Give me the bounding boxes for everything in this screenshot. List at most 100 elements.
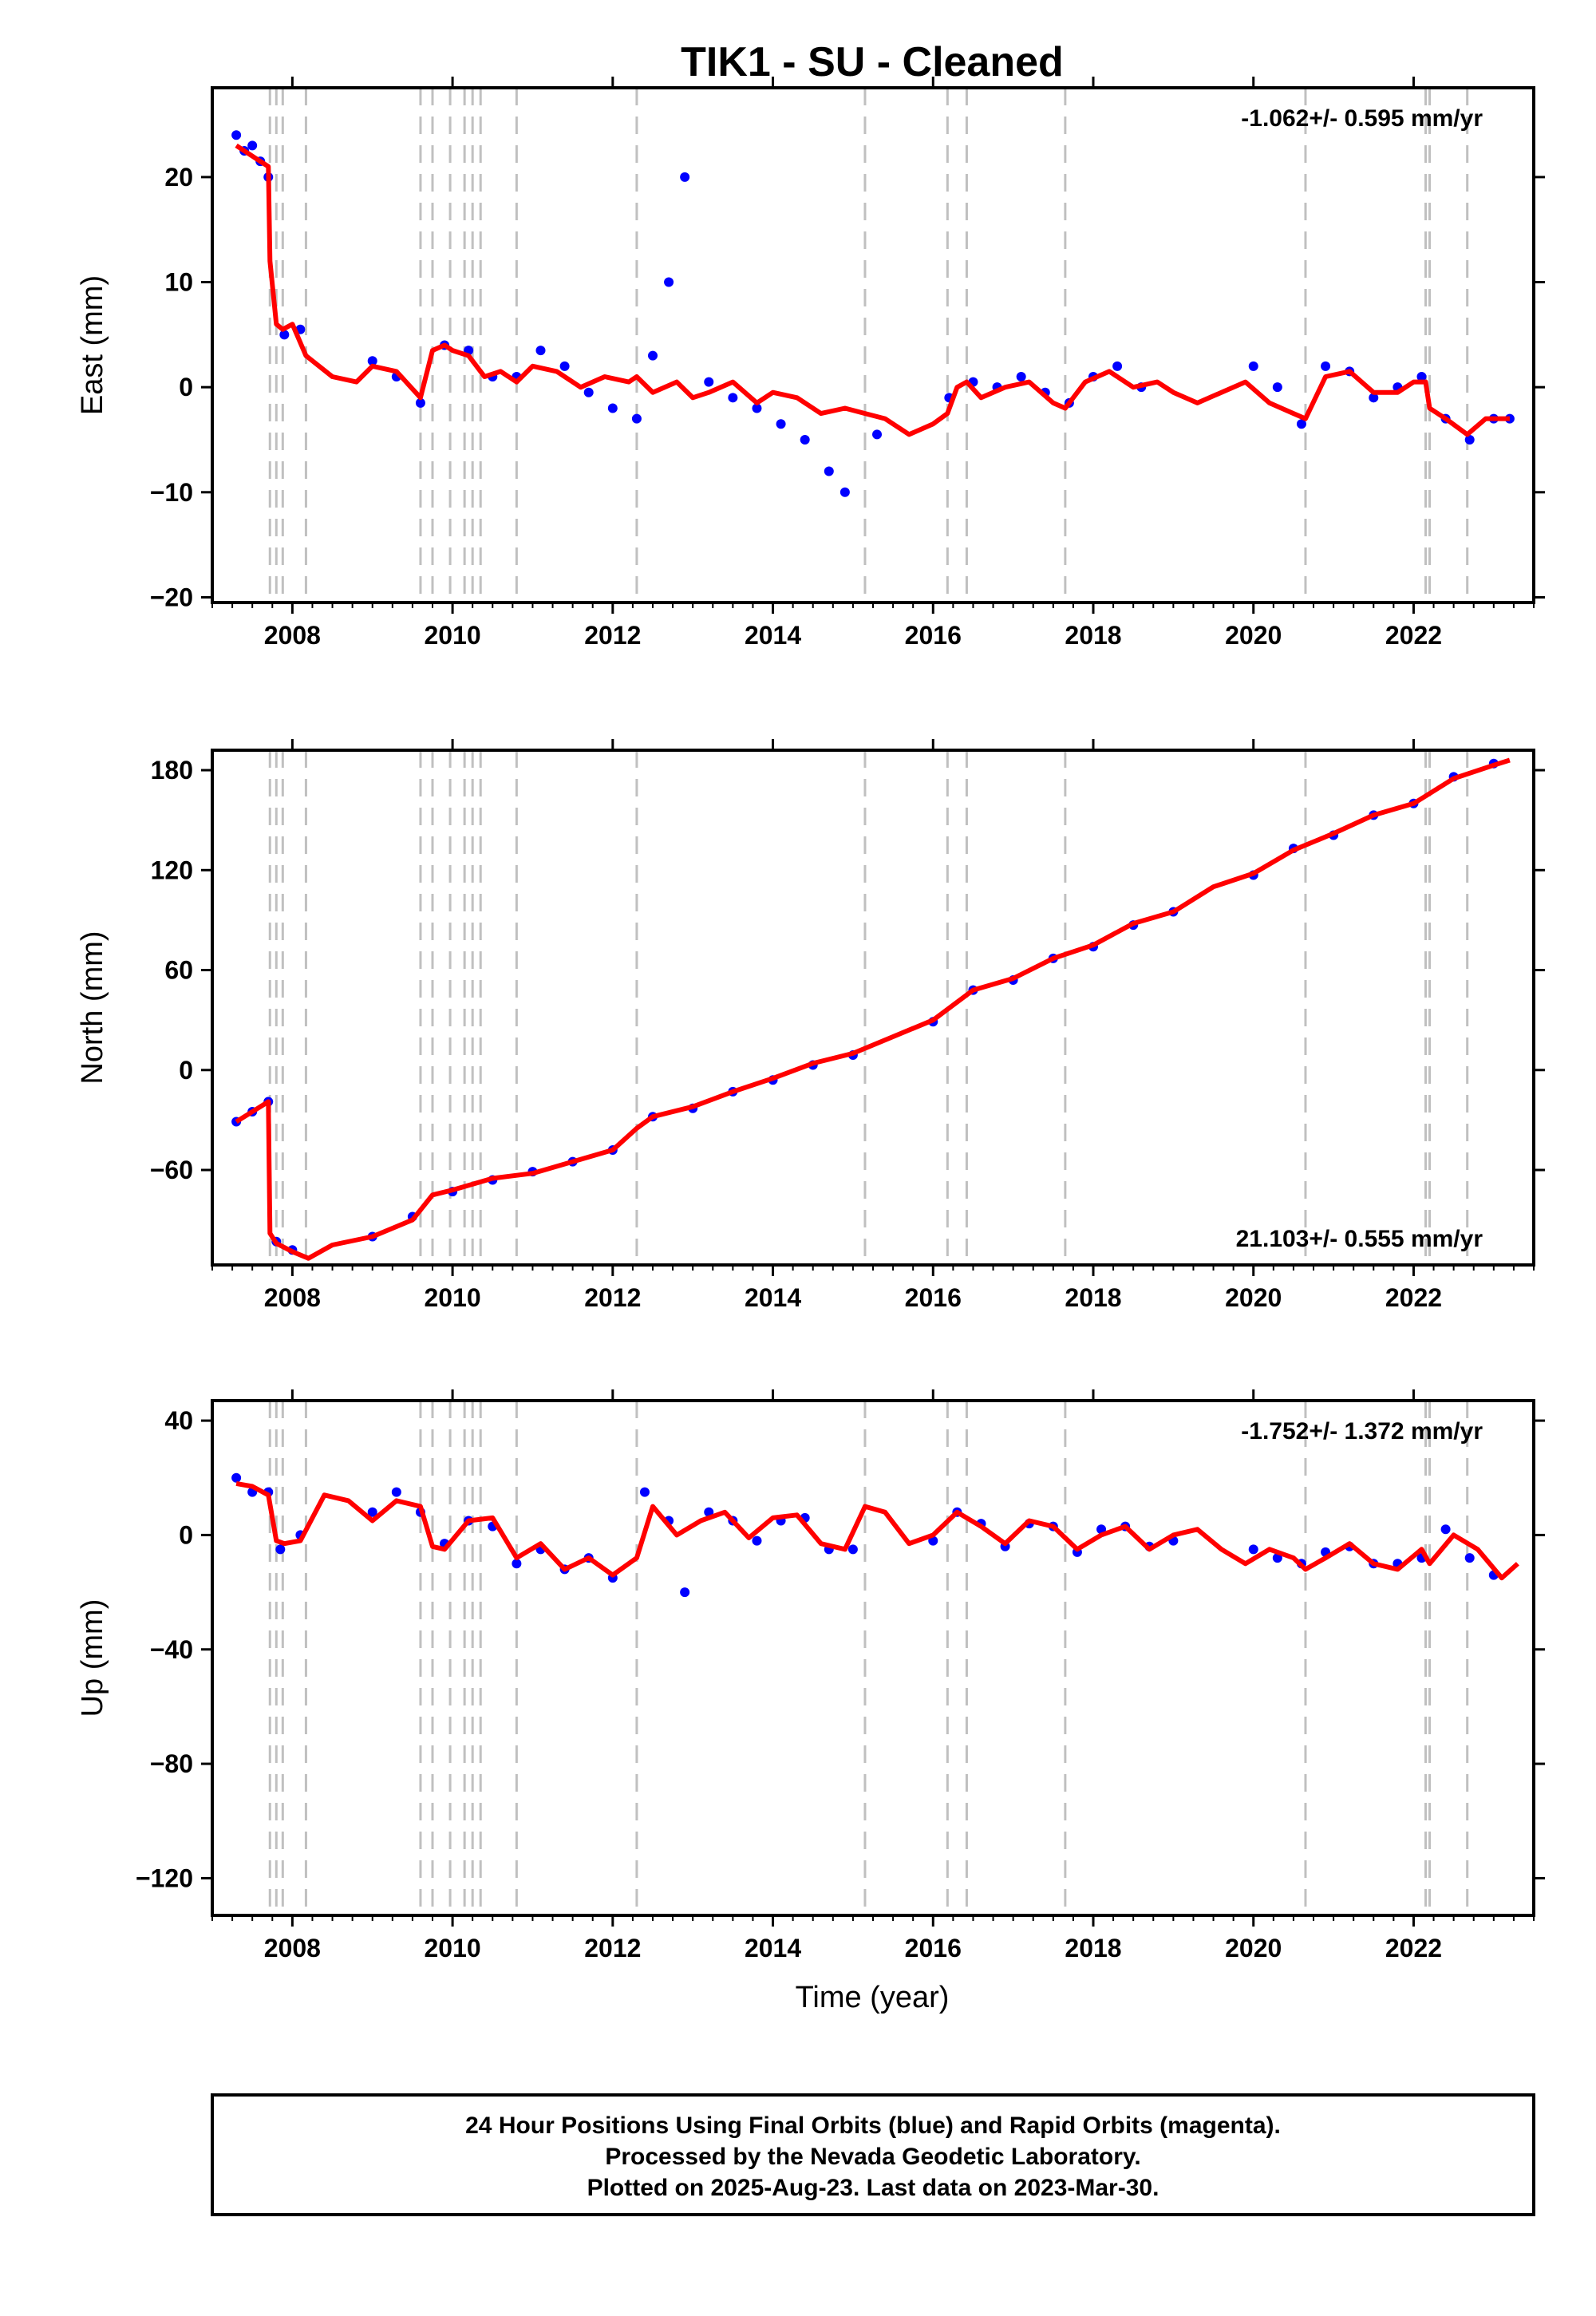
x-tick-label: 2008 [264, 1934, 321, 1962]
panel-1: 2008 2010 2012 2014 2016 2018 2020 2022 −20 −10 0 1… [76, 77, 1545, 650]
velocity-rate-label: 21.103+/- 0.555 mm/yr [1236, 1226, 1483, 1252]
data-point [752, 403, 762, 413]
x-tick-label: 2018 [1065, 621, 1121, 650]
panel-frame [211, 749, 1535, 1267]
panel-frame [211, 1399, 1535, 1917]
data-point [680, 172, 690, 182]
y-axis-label: North (mm) [76, 931, 109, 1084]
data-point [1464, 1553, 1475, 1563]
data-point [1416, 371, 1427, 381]
model-line [235, 757, 1511, 1261]
data-point [728, 393, 738, 403]
panels-group: 2008 2010 2012 2014 2016 2018 2020 2022−20−1001… [76, 77, 1545, 1962]
x-tick-label: 2020 [1225, 1934, 1282, 1962]
y-tick-label: 40 [164, 1406, 193, 1435]
x-tick-label: 2016 [905, 1934, 962, 1962]
data-point [512, 1559, 522, 1569]
y-tick-label: 10 [164, 268, 193, 297]
x-axis-label: Time (year) [796, 1981, 950, 2014]
panel-2: 2008 2010 2012 2014 2016 2018 2020 2022 −60 0 60 12… [76, 739, 1545, 1312]
data-point [367, 356, 377, 366]
data-point [872, 429, 883, 440]
y-axis-label: East (mm) [76, 275, 109, 415]
x-tick-label: 2014 [745, 1934, 801, 1962]
x-tick-label: 2014 [745, 621, 801, 650]
data-point [607, 403, 618, 413]
model-line [235, 143, 1510, 437]
y-tick-label: 60 [164, 956, 193, 985]
data-point [279, 330, 290, 340]
x-tick-label: 2018 [1065, 1283, 1121, 1312]
data-point [415, 397, 425, 408]
data-point [648, 350, 658, 361]
data-point [1464, 434, 1475, 445]
x-tick-label: 2012 [584, 1934, 641, 1962]
y-tick-label: −20 [150, 583, 193, 611]
data-point [583, 387, 594, 397]
data-point [1296, 419, 1306, 429]
data-point [391, 1487, 401, 1497]
x-tick-label: 2012 [584, 1283, 641, 1312]
data-point [1440, 1524, 1451, 1535]
plot-area [231, 750, 1511, 1265]
plot-area [231, 88, 1515, 603]
y-axis-label: Up (mm) [76, 1599, 109, 1717]
panel-frame [211, 86, 1535, 604]
x-tick-label: 2008 [264, 1283, 321, 1312]
data-point [231, 1472, 242, 1483]
footer-line-1: 24 Hour Positions Using Final Orbits (bl… [465, 2112, 1281, 2139]
data-point [752, 1535, 762, 1546]
data-point [1112, 361, 1123, 371]
chart-title: TIK1 - SU - Cleaned [681, 39, 1064, 85]
data-point [704, 377, 714, 387]
data-point [680, 1587, 690, 1598]
data-point [1016, 371, 1026, 381]
data-point [1248, 1544, 1258, 1555]
data-point [1248, 361, 1258, 371]
x-tick-label: 2018 [1065, 1934, 1121, 1962]
data-point [367, 1507, 377, 1517]
data-point [1321, 361, 1331, 371]
y-tick-label: 0 [179, 1520, 193, 1549]
data-point [275, 1544, 286, 1555]
data-point [824, 466, 834, 476]
data-point [535, 346, 546, 356]
x-tick-label: 2010 [424, 621, 480, 650]
data-point [1272, 382, 1282, 393]
data-point [839, 487, 850, 497]
data-point [1369, 393, 1379, 403]
y-tick-label: 120 [151, 856, 193, 884]
data-point [847, 1544, 858, 1555]
x-tick-label: 2016 [905, 621, 962, 650]
x-tick-label: 2010 [424, 1934, 480, 1962]
footer-box [211, 2093, 1535, 2216]
model-line [235, 1480, 1519, 1581]
x-tick-label: 2020 [1225, 621, 1282, 650]
panel-3: 2008 2010 2012 2014 2016 2018 2020 2022 −120 −80 −… [76, 1389, 1545, 1962]
x-tick-label: 2020 [1225, 1283, 1282, 1312]
y-tick-label: 20 [164, 163, 193, 192]
y-tick-label: −60 [150, 1156, 193, 1184]
y-tick-label: −80 [150, 1749, 193, 1778]
x-tick-label: 2016 [905, 1283, 962, 1312]
x-tick-label: 2022 [1385, 1934, 1442, 1962]
y-tick-label: −40 [150, 1635, 193, 1664]
y-tick-label: 180 [151, 756, 193, 785]
x-tick-label: 2008 [264, 621, 321, 650]
data-point [664, 277, 674, 287]
data-point [631, 413, 642, 424]
data-point [639, 1487, 650, 1497]
y-tick-label: 0 [179, 1056, 193, 1085]
y-tick-label: −10 [150, 478, 193, 507]
velocity-rate-label: -1.062+/- 0.595 mm/yr [1241, 105, 1483, 132]
x-tick-label: 2010 [424, 1283, 480, 1312]
y-tick-label: −120 [136, 1863, 193, 1892]
x-tick-label: 2012 [584, 621, 641, 650]
data-point [247, 140, 258, 151]
footer-line-3: Plotted on 2025-Aug-23. Last data on 202… [587, 2175, 1159, 2201]
y-tick-label: 0 [179, 373, 193, 401]
data-point [776, 419, 786, 429]
x-tick-label: 2022 [1385, 621, 1442, 650]
data-point [559, 361, 570, 371]
data-point [800, 434, 810, 445]
